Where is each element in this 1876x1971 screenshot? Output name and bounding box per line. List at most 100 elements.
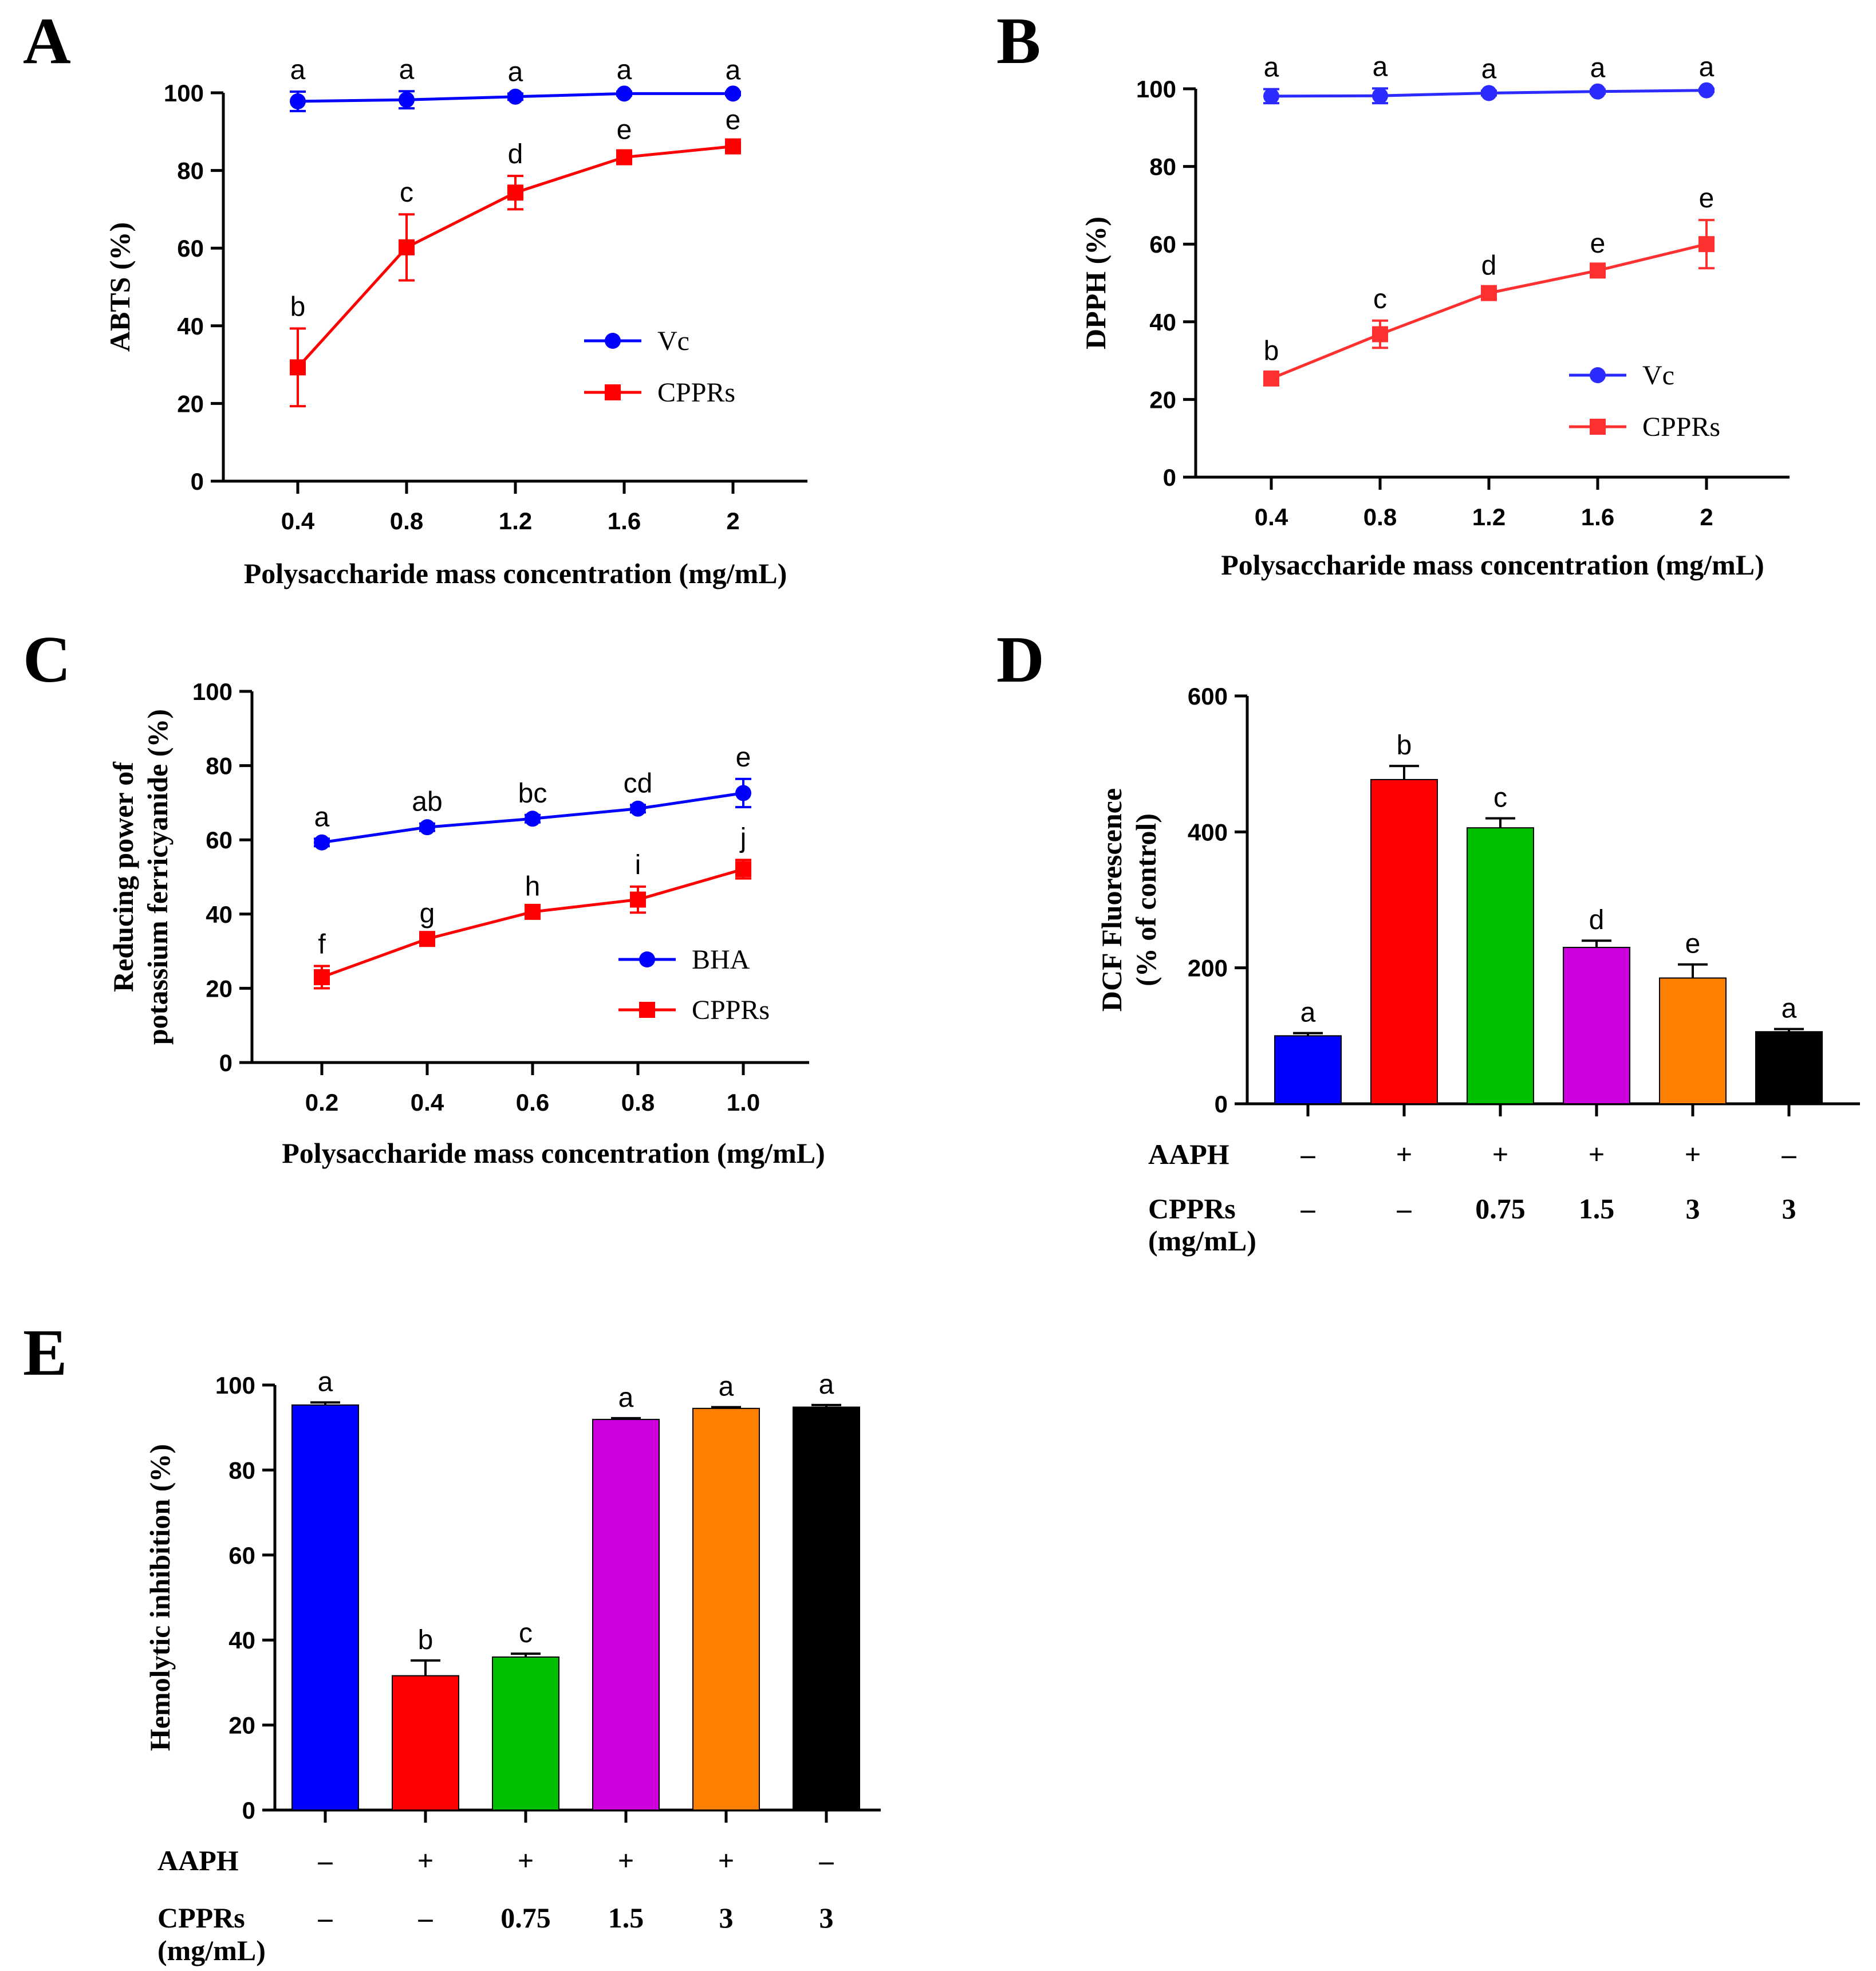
- significance-letter: b: [418, 1625, 433, 1655]
- legend-label: Vc: [1642, 360, 1674, 391]
- row-label-cpprs: CPPRs: [1148, 1193, 1236, 1225]
- bar-group: a +1.5: [592, 1383, 660, 1934]
- legend-marker: [639, 1002, 655, 1018]
- bar: [392, 1675, 459, 1811]
- panel-A: A 0 20 40 60 80 100 0.4 0.8 1.2 1.6 2 Polysaccharide…: [23, 5, 807, 589]
- bar-group: a – –: [291, 1367, 359, 1934]
- x-tick-label: 0.4: [1255, 503, 1288, 530]
- y-axis-title: DPPH (%): [1079, 217, 1112, 349]
- x-tick-label: 0.8: [621, 1089, 655, 1116]
- bar: [692, 1407, 760, 1811]
- y-tick-label: 80: [177, 158, 204, 184]
- significance-letter: j: [739, 823, 747, 853]
- y-axis-title-line: Reducing power of: [107, 761, 139, 992]
- significance-letter: b: [290, 292, 306, 322]
- legend-label: CPPRs: [1642, 412, 1720, 442]
- panel-letter-B: B: [996, 5, 1041, 78]
- cpprs-cell: –: [1397, 1193, 1412, 1225]
- significance-letter: a: [819, 1370, 834, 1400]
- legend-marker: [1590, 419, 1606, 435]
- data-point: [735, 785, 751, 801]
- bar: [1274, 1035, 1342, 1105]
- row-label-unit: (mg/mL): [1148, 1225, 1256, 1257]
- data-point: [314, 834, 330, 851]
- y-tick-label: 40: [206, 901, 232, 928]
- bar: [1467, 827, 1534, 1105]
- significance-letter: e: [736, 742, 751, 773]
- significance-letter: c: [1373, 284, 1387, 314]
- significance-letter: g: [420, 899, 435, 929]
- panel-letter-C: C: [23, 623, 71, 697]
- data-point: [314, 969, 330, 985]
- significance-letter: bc: [518, 778, 547, 809]
- data-point: [1590, 83, 1606, 100]
- data-point: [725, 138, 741, 155]
- x-tick-label: 0.4: [411, 1089, 444, 1116]
- aaph-cell: –: [318, 1844, 333, 1876]
- y-tick-label: 20: [206, 975, 232, 1002]
- y-tick-label: 60: [228, 1542, 255, 1569]
- aaph-cell: –: [1300, 1138, 1316, 1170]
- series-cpprs: b c d e e CPPRs: [290, 105, 741, 408]
- legend-marker: [1590, 367, 1606, 383]
- significance-letter: e: [726, 105, 741, 135]
- data-point: [290, 93, 306, 109]
- panel-C: C 0 20 40 60 80 100 0.2 0.4 0.6 0.8 1.0 Polysacchari…: [23, 623, 825, 1169]
- y-tick-label: 0: [219, 1049, 232, 1076]
- data-point: [616, 149, 632, 166]
- x-axis-title: Polysaccharide mass concentration (mg/mL…: [1221, 549, 1764, 581]
- significance-letter: a: [290, 55, 306, 85]
- significance-letter: ab: [412, 787, 442, 817]
- aaph-cell: +: [618, 1844, 634, 1876]
- row-label-aaph: AAPH: [1148, 1138, 1229, 1170]
- bar: [291, 1404, 359, 1811]
- y-tick-label: 100: [1136, 76, 1176, 103]
- panel-letter-D: D: [996, 623, 1045, 697]
- cpprs-cell: 3: [1782, 1193, 1796, 1225]
- data-point: [735, 861, 751, 878]
- significance-letter: c: [519, 1618, 533, 1649]
- significance-letter: e: [1685, 929, 1701, 959]
- data-point: [1481, 85, 1497, 101]
- y-tick-label: 0: [191, 468, 204, 495]
- significance-letter: e: [1590, 229, 1606, 259]
- significance-letter: d: [1481, 250, 1497, 281]
- x-tick-label: 2: [1700, 503, 1713, 530]
- row-label-unit: (mg/mL): [157, 1934, 266, 1966]
- aaph-cell: +: [1685, 1138, 1701, 1170]
- bar: [793, 1406, 860, 1811]
- x-tick-label: 0.8: [1363, 503, 1397, 530]
- y-tick-label: 0: [1215, 1091, 1228, 1118]
- significance-letter: a: [618, 1383, 634, 1413]
- series-vc: a a a a a Vc: [290, 54, 741, 356]
- cpprs-cell: 1.5: [608, 1902, 644, 1934]
- data-point: [419, 819, 435, 836]
- bar-group: a – 3: [793, 1370, 860, 1934]
- y-tick-label: 20: [177, 390, 204, 417]
- data-point: [1481, 285, 1497, 301]
- legend-label: Vc: [657, 326, 689, 356]
- y-tick-label: 80: [206, 753, 232, 780]
- data-point: [630, 800, 646, 817]
- panel-B: B 0 20 40 60 80 100 0.4 0.8 1.2 1.6 2 Polysaccharide…: [996, 5, 1790, 581]
- y-tick-label: 20: [1149, 386, 1176, 413]
- significance-letter: d: [508, 139, 523, 170]
- significance-letter: b: [1264, 336, 1279, 367]
- x-tick-label: 0.2: [305, 1089, 338, 1116]
- panel-letter-E: E: [23, 1316, 67, 1390]
- significance-letter: e: [617, 115, 632, 145]
- bar-group: c +0.75: [492, 1618, 559, 1934]
- data-point: [419, 931, 435, 947]
- cpprs-cell: 1.5: [1579, 1193, 1615, 1225]
- significance-letter: a: [508, 57, 523, 87]
- aaph-cell: –: [1782, 1138, 1797, 1170]
- x-tick-label: 1.2: [1472, 503, 1505, 530]
- bar-group: b + –: [392, 1625, 459, 1934]
- bar: [1370, 778, 1438, 1104]
- panel-D: D 0 200 400 600 DCF Fluorescence (% of control…: [996, 623, 1860, 1257]
- data-point: [1698, 82, 1715, 99]
- aaph-cell: +: [718, 1844, 735, 1876]
- y-axis-title-line: DCF Fluorescence: [1095, 788, 1128, 1012]
- aaph-cell: +: [1492, 1138, 1509, 1170]
- significance-letter: i: [635, 850, 641, 880]
